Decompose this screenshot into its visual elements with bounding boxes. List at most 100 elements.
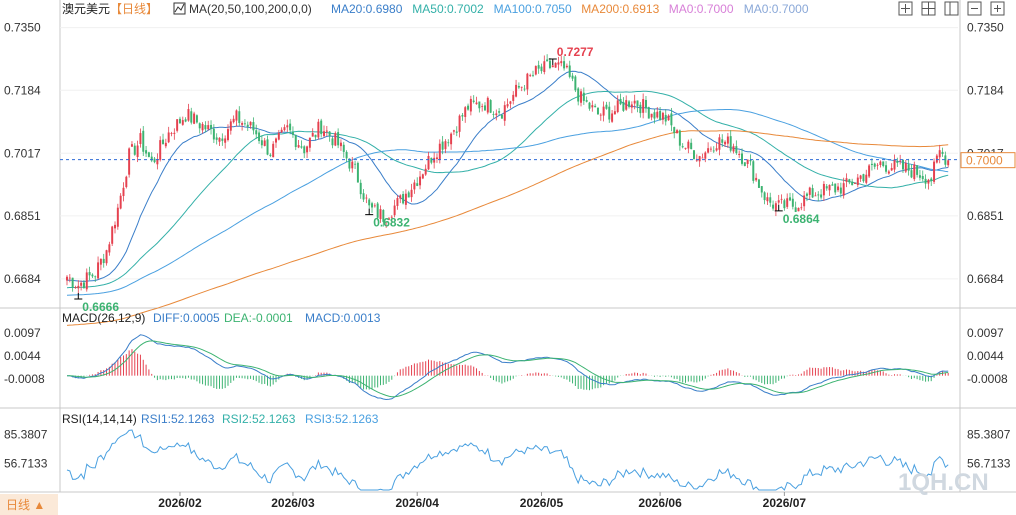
candle: [659, 107, 662, 121]
candle: [676, 128, 679, 134]
split-icon[interactable]: [944, 1, 959, 16]
candle-body: [241, 123, 244, 125]
candle-body: [735, 146, 738, 154]
candle-body: [506, 104, 509, 107]
candle: [772, 200, 775, 211]
candle-body: [475, 102, 478, 105]
candle: [323, 125, 325, 138]
candle: [207, 120, 210, 131]
candle: [82, 280, 85, 289]
candle-body: [825, 186, 828, 189]
candle: [591, 100, 594, 112]
candle-body: [944, 155, 947, 165]
candle: [416, 177, 419, 187]
candle: [478, 101, 481, 113]
candle: [435, 153, 438, 163]
candle-body: [941, 151, 944, 154]
time-label: 2026/06: [638, 496, 682, 510]
candle: [571, 72, 574, 82]
chart-type-icon[interactable]: [173, 2, 186, 15]
candle-body: [766, 197, 769, 202]
candle-body: [777, 200, 780, 203]
candle-body: [848, 179, 851, 183]
candle-body: [805, 193, 808, 196]
candle-body: [215, 137, 218, 140]
candle-body: [791, 198, 794, 207]
candle: [345, 150, 348, 163]
candle: [704, 151, 707, 163]
candle-body: [690, 142, 693, 150]
candle: [424, 164, 427, 176]
candle-body: [893, 159, 896, 170]
price-tick-right: 0.6684: [967, 272, 1004, 286]
candle-body: [839, 187, 842, 194]
candle: [563, 56, 566, 71]
candle: [359, 179, 362, 199]
candle-body: [588, 102, 591, 109]
candle-body: [187, 109, 190, 121]
candle: [275, 137, 277, 148]
candle-body: [873, 163, 876, 167]
candle-body: [291, 132, 294, 135]
candle-body: [709, 148, 712, 150]
fit-icon-glyph: [901, 4, 910, 13]
candle-body: [820, 194, 823, 198]
period-button[interactable]: [0, 494, 58, 515]
candle: [193, 111, 196, 125]
candle-body: [763, 192, 766, 201]
candle: [690, 138, 693, 150]
candle-body: [633, 100, 636, 104]
candle-body: [687, 141, 690, 149]
candle-body: [424, 168, 427, 175]
candle-body: [653, 112, 656, 119]
candle-body: [170, 133, 173, 134]
candle-body: [721, 139, 724, 143]
candle: [444, 139, 447, 154]
candle-body: [887, 171, 890, 174]
candle-body: [755, 177, 758, 181]
candle-body: [532, 74, 534, 76]
candle-body: [387, 218, 390, 220]
candle: [780, 194, 783, 204]
candle-body: [339, 142, 342, 147]
candle-body: [159, 140, 162, 160]
candle: [85, 268, 88, 292]
candle: [941, 147, 944, 157]
candle-body: [667, 115, 670, 121]
candle: [893, 154, 896, 173]
candle-body: [856, 177, 859, 186]
candle: [147, 151, 150, 158]
candle: [354, 160, 357, 170]
candle: [712, 146, 715, 153]
candle: [334, 131, 337, 147]
candle-body: [783, 200, 786, 209]
candle-body: [659, 110, 662, 121]
candle: [938, 144, 941, 164]
candle-body: [718, 137, 721, 150]
candle-body: [238, 111, 241, 124]
candle: [119, 193, 122, 210]
candle-body: [116, 207, 119, 227]
candle: [901, 159, 904, 174]
candle-body: [800, 207, 803, 209]
candle: [800, 202, 803, 211]
candle-body: [596, 107, 599, 115]
candle: [882, 161, 885, 168]
candle-body: [382, 210, 385, 222]
candle-body: [128, 148, 131, 175]
candle-body: [837, 186, 840, 191]
candle: [837, 182, 840, 193]
candle: [77, 280, 80, 293]
grid-icon-glyph: [922, 2, 935, 15]
price-marker-label: 0.6832: [373, 216, 410, 230]
price-axis: 0.73500.73500.71840.71840.70170.70170.68…: [4, 21, 1016, 286]
candle-body: [97, 262, 100, 279]
macd-tick-right: -0.0008: [967, 372, 1008, 386]
candle-body: [698, 156, 701, 162]
candle-body: [455, 131, 458, 133]
candle: [150, 152, 153, 163]
candle-body: [918, 175, 921, 178]
candle-body: [331, 138, 334, 146]
candle: [599, 113, 602, 121]
candle-body: [907, 164, 910, 171]
